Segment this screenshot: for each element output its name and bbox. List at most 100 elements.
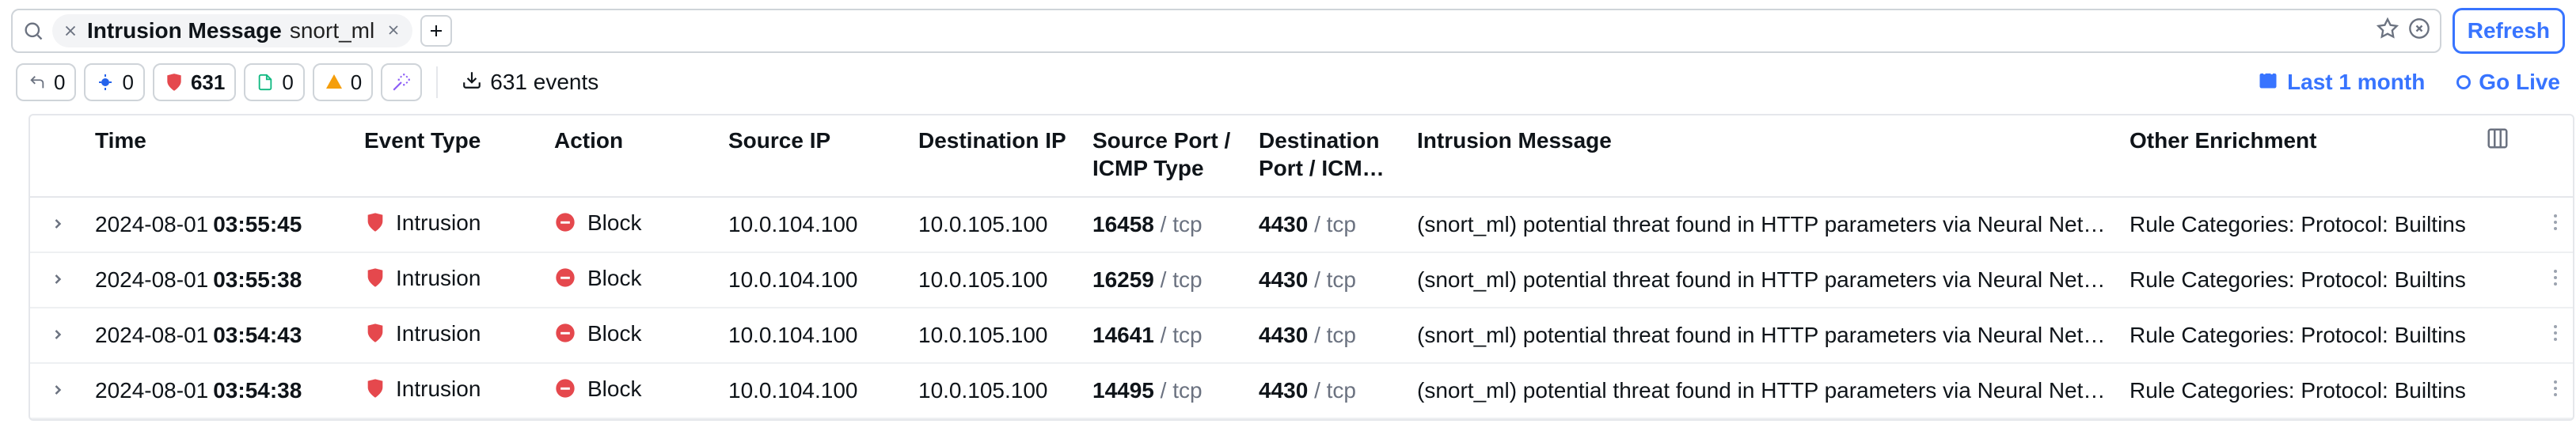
live-indicator-icon	[2456, 75, 2471, 89]
col-header-time[interactable]: Time	[85, 115, 355, 197]
expand-row-icon[interactable]	[50, 378, 66, 403]
col-header-other-enrichment[interactable]: Other Enrichment	[2120, 115, 2476, 197]
malware-chip[interactable]: 0	[84, 63, 144, 101]
undo-chip[interactable]: 0	[16, 63, 76, 101]
file-chip[interactable]: 0	[244, 63, 304, 101]
row-menu-icon[interactable]	[2552, 323, 2559, 347]
intrusion-message: (snort_ml) potential threat found in HTT…	[1408, 252, 2120, 308]
expand-row-icon[interactable]	[50, 212, 66, 236]
file-count: 0	[282, 70, 293, 95]
bug-icon	[95, 72, 116, 93]
column-settings-button[interactable]	[2476, 115, 2543, 197]
row-menu-icon[interactable]	[2552, 212, 2559, 236]
expand-row-icon[interactable]	[50, 323, 66, 347]
time-range-label: Last 1 month	[2287, 70, 2425, 95]
search-box[interactable]: Intrusion Message snort_ml	[11, 9, 2441, 53]
undo-icon	[27, 72, 47, 93]
undo-count: 0	[54, 70, 65, 95]
col-header-source-port[interactable]: Source Port / ICMP Type	[1083, 115, 1249, 197]
dest-ip: 10.0.105.100	[909, 197, 1083, 252]
table-row[interactable]: 2024-08-0103:54:38IntrusionBlock10.0.104…	[30, 363, 2574, 418]
dest-ip: 10.0.105.100	[909, 252, 1083, 308]
add-filter-button[interactable]	[420, 15, 452, 47]
block-icon	[554, 267, 578, 290]
search-icon	[22, 20, 44, 42]
star-icon[interactable]	[2377, 17, 2399, 45]
other-chip[interactable]: 0	[313, 63, 373, 101]
source-proto: / tcp	[1154, 378, 1203, 403]
intrusion-message: (snort_ml) potential threat found in HTT…	[1408, 197, 2120, 252]
clear-value-icon[interactable]	[386, 18, 401, 44]
intrusion-icon	[364, 377, 388, 401]
settings-chip[interactable]	[381, 63, 422, 101]
dest-port: 4430	[1259, 378, 1308, 403]
refresh-button[interactable]: Refresh	[2453, 8, 2565, 54]
time-range-picker[interactable]: Last 1 month	[2257, 69, 2425, 96]
other-enrichment: Rule Categories: Protocol: Builtins	[2120, 197, 2476, 252]
source-proto: / tcp	[1154, 267, 1203, 292]
table-row[interactable]: 2024-08-0103:55:38IntrusionBlock10.0.104…	[30, 252, 2574, 308]
col-header-action[interactable]: Action	[545, 115, 719, 197]
filter-value-label: snort_ml	[290, 18, 374, 44]
clear-search-icon[interactable]	[2408, 17, 2430, 45]
warning-icon	[324, 72, 344, 93]
refresh-button-label: Refresh	[2468, 18, 2550, 44]
intrusion-icon	[364, 267, 388, 290]
dest-proto: / tcp	[1308, 378, 1356, 403]
dest-proto: / tcp	[1308, 212, 1356, 236]
col-header-intrusion-message[interactable]: Intrusion Message	[1408, 115, 2120, 197]
other-enrichment: Rule Categories: Protocol: Builtins	[2120, 363, 2476, 418]
action-label: Block	[587, 321, 641, 346]
events-table: Time Event Type Action Source IP Destina…	[28, 114, 2574, 421]
calendar-icon	[2257, 69, 2279, 96]
event-date: 2024-08-01	[95, 378, 208, 403]
other-enrichment: Rule Categories: Protocol: Builtins	[2120, 308, 2476, 363]
intrusion-message: (snort_ml) potential threat found in HTT…	[1408, 308, 2120, 363]
remove-filter-icon[interactable]	[62, 22, 79, 40]
export-events-label: 631 events	[490, 70, 598, 95]
toolbar: 0 0 631 0 0	[0, 62, 2576, 109]
intrusion-chip[interactable]: 631	[153, 63, 236, 101]
col-header-source-ip[interactable]: Source IP	[719, 115, 909, 197]
dest-port: 4430	[1259, 212, 1308, 236]
export-events[interactable]: 631 events	[452, 70, 598, 96]
intrusion-message: (snort_ml) potential threat found in HTT…	[1408, 363, 2120, 418]
table-row[interactable]: 2024-08-0103:54:43 Intrusion Block 10.0.104…	[30, 308, 2574, 363]
intrusion-icon	[364, 322, 388, 346]
source-ip: 10.0.104.100	[719, 308, 909, 363]
file-icon	[255, 72, 275, 93]
source-proto: / tcp	[1154, 323, 1203, 347]
col-header-dest-ip[interactable]: Destination IP	[909, 115, 1083, 197]
event-time: 03:54:43	[213, 323, 302, 347]
event-type-label: Intrusion	[396, 321, 481, 346]
other-count: 0	[351, 70, 362, 95]
dest-ip: 10.0.105.100	[909, 363, 1083, 418]
source-proto: / tcp	[1154, 212, 1203, 236]
malware-count: 0	[122, 70, 133, 95]
top-bar: Intrusion Message snort_ml Refresh	[0, 0, 2576, 62]
action-label: Block	[587, 376, 641, 402]
action-label: Block	[587, 210, 641, 236]
row-menu-icon[interactable]	[2552, 267, 2559, 292]
block-icon	[554, 211, 578, 235]
action-label: Block	[587, 266, 641, 291]
event-date: 2024-08-01	[95, 323, 208, 347]
source-port: 16259	[1092, 267, 1154, 292]
event-time: 03:54:38	[213, 378, 302, 403]
table-row[interactable]: 2024-08-0103:55:45IntrusionBlock10.0.104…	[30, 197, 2574, 252]
event-type-chipset: 0 0 631 0 0	[16, 63, 422, 101]
search-filter-pill[interactable]: Intrusion Message snort_ml	[52, 14, 412, 47]
row-menu-icon[interactable]	[2552, 378, 2559, 403]
download-icon	[462, 70, 482, 96]
shield-alert-icon	[164, 72, 184, 93]
event-type-label: Intrusion	[396, 266, 481, 291]
other-enrichment: Rule Categories: Protocol: Builtins	[2120, 252, 2476, 308]
col-header-dest-port[interactable]: Destination Port / ICM…	[1249, 115, 1408, 197]
go-live-button[interactable]: Go Live	[2456, 70, 2560, 95]
event-time: 03:55:38	[213, 267, 302, 292]
col-header-event-type[interactable]: Event Type	[355, 115, 545, 197]
dest-proto: / tcp	[1308, 267, 1356, 292]
expand-row-icon[interactable]	[50, 267, 66, 292]
event-date: 2024-08-01	[95, 212, 208, 236]
magic-wand-icon	[391, 72, 412, 93]
